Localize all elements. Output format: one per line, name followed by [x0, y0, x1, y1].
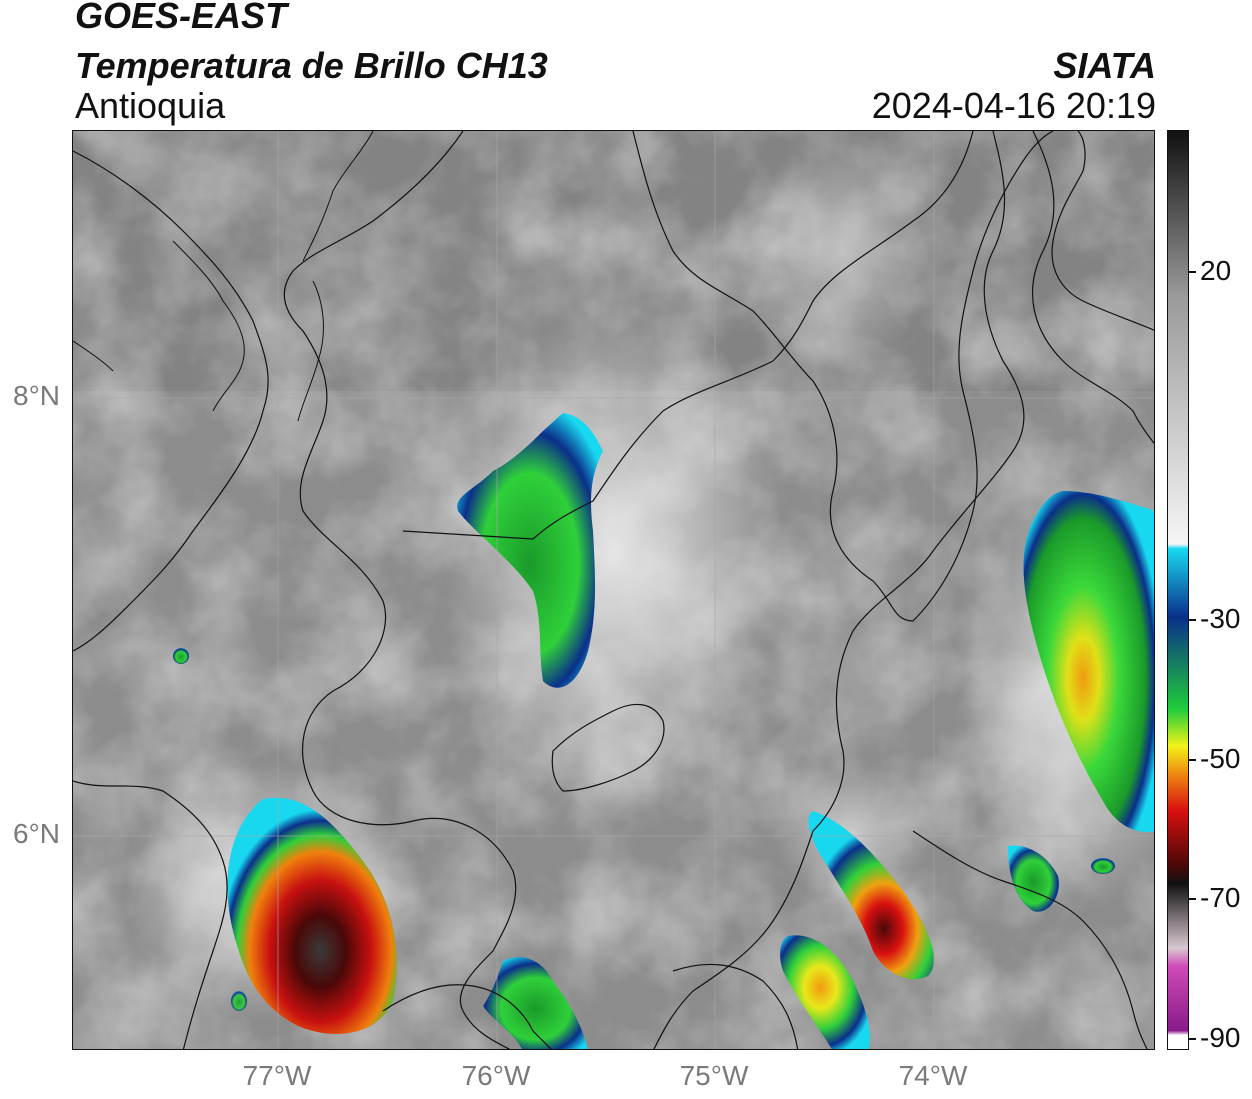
colorbar-label: 20 — [1200, 255, 1232, 286]
colorbar-label: -30 — [1200, 603, 1241, 634]
map-canvas — [73, 131, 1154, 1049]
lat-label-6n: 6°N — [13, 818, 60, 849]
lon-label-76w: 76°W — [461, 1060, 531, 1091]
colorbar-tick — [1189, 271, 1196, 273]
graticule — [73, 131, 1154, 1049]
satellite-map — [72, 130, 1155, 1050]
colorbar-label: -70 — [1200, 882, 1241, 913]
lat-label-8n: 8°N — [13, 380, 60, 411]
lon-label-77w: 77°W — [242, 1060, 312, 1091]
timestamp-label: 2024-04-16 20:19 — [871, 85, 1156, 126]
colorbar-tick — [1189, 759, 1196, 761]
colorbar-tick — [1189, 1038, 1196, 1040]
region-label: Antioquia — [75, 85, 226, 126]
storm-cell-east — [1023, 491, 1154, 832]
storm-cell-southeast — [808, 811, 934, 980]
coastline — [73, 131, 374, 422]
political-borders — [73, 131, 1154, 1049]
colorbar-label: -50 — [1200, 743, 1241, 774]
storm-cell-central — [457, 413, 603, 688]
colorbar-tick — [1189, 619, 1196, 621]
lon-label-74w: 74°W — [898, 1060, 968, 1091]
product-title: Temperatura de Brillo CH13 — [75, 45, 548, 86]
colorbar-label: -90 — [1200, 1022, 1241, 1053]
storm-cell-southwest — [227, 797, 397, 1034]
satellite-title: GOES-EAST — [75, 0, 288, 36]
storm-cell-south — [483, 957, 588, 1049]
lon-label-75w: 75°W — [679, 1060, 749, 1091]
storm-cell-south-central — [780, 935, 870, 1049]
temperature-colorbar — [1167, 130, 1189, 1050]
colorbar-tick — [1189, 898, 1196, 900]
agency-label: SIATA — [1053, 45, 1156, 86]
